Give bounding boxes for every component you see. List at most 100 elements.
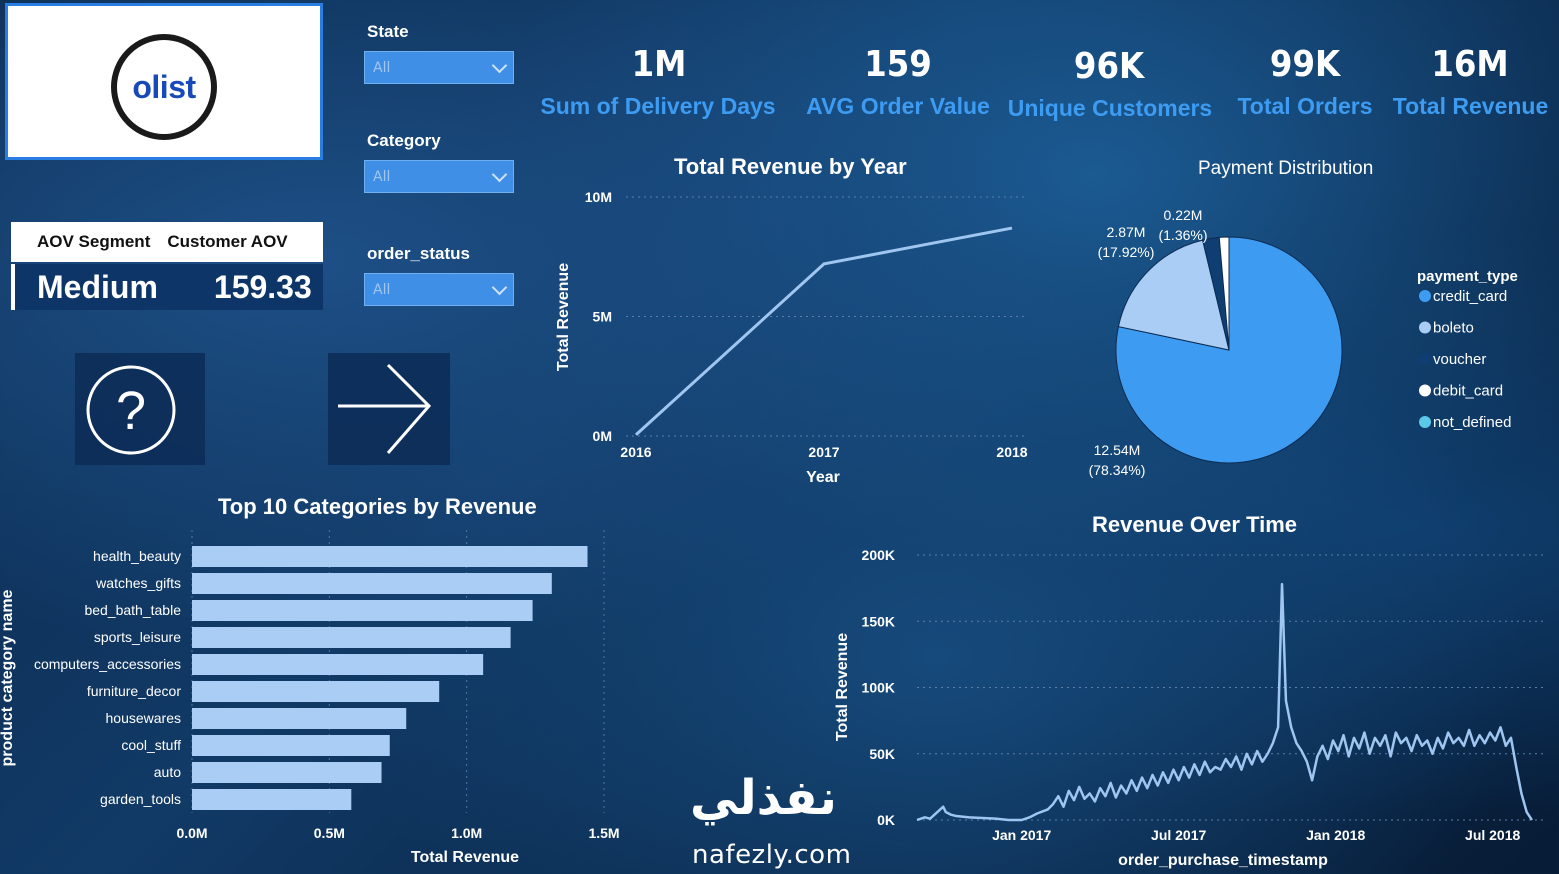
question-circle-icon: ?: [86, 365, 176, 455]
category-label: health_beauty: [93, 548, 181, 564]
category-label: watches_gifts: [95, 575, 181, 591]
order-status-filter-label: order_status: [367, 244, 470, 263]
category-label: bed_bath_table: [84, 602, 181, 618]
bar-computers_accessories: [192, 654, 484, 675]
y-tick-label: 50K: [869, 746, 895, 762]
x-tick-label: Jul 2017: [1151, 827, 1206, 843]
x-tick-label: 0.0M: [176, 825, 207, 841]
aov-table-row: Medium 159.33: [11, 264, 323, 310]
kpi-avg-order-value: 159: [864, 44, 932, 85]
top-categories-chart: 0.0M0.5M1.0M1.5M2.0Mhealth_beautywatches…: [0, 530, 620, 866]
olist-logo: olist: [111, 34, 217, 140]
y-axis-label: product category name: [0, 589, 16, 766]
watermark-url: nafezly.com: [692, 840, 852, 870]
category-label: auto: [154, 764, 181, 780]
legend-item-debit_card: debit_card: [1433, 383, 1503, 400]
category-filter-value: All: [373, 168, 391, 185]
revenue-line: [634, 226, 1013, 436]
pie-value-label: 2.87M: [1107, 224, 1146, 240]
kpi-total-orders-label: Total Orders: [1237, 93, 1373, 119]
bar-health_beauty: [192, 546, 588, 567]
bar-sports_leisure: [192, 627, 511, 648]
kpi-total-revenue-label: Total Revenue: [1392, 93, 1549, 119]
chevron-down-icon: [491, 279, 508, 295]
legend-item-not_defined: not_defined: [1433, 414, 1511, 431]
x-tick-label: 1.5M: [588, 825, 619, 841]
payment-distribution-title: Payment Distribution: [1198, 158, 1374, 179]
pie-value-label: 12.54M: [1094, 442, 1141, 458]
y-tick-label: 200K: [862, 547, 895, 563]
x-tick-label: 1.0M: [451, 825, 482, 841]
aov-segment-header: AOV Segment: [37, 232, 151, 251]
next-page-button[interactable]: [328, 353, 450, 465]
bar-bed_bath_table: [192, 600, 533, 621]
x-tick-label: Jan 2018: [1306, 827, 1365, 843]
pie-percent-label: (17.92%): [1098, 244, 1155, 260]
legend-marker-boleto: [1419, 321, 1431, 334]
x-axis-label: Total Revenue: [411, 849, 519, 866]
revenue-series-line: [916, 582, 1533, 822]
pie-slice-debit_card: [1218, 236, 1230, 351]
category-filter-dropdown[interactable]: All: [364, 160, 514, 193]
y-tick-label: 5M: [593, 309, 612, 325]
customer-aov-header: Customer AOV: [167, 232, 288, 251]
pie-percent-label: (1.36%): [1158, 227, 1207, 243]
state-filter-value: All: [373, 59, 391, 76]
logo-card: olist: [5, 3, 323, 160]
legend-item-boleto: boleto: [1433, 320, 1474, 337]
y-tick-label: 150K: [862, 613, 895, 629]
legend-item-credit_card: credit_card: [1433, 288, 1507, 305]
bar-furniture_decor: [192, 681, 440, 702]
x-tick-label: 2016: [620, 444, 651, 460]
watermark-arabic: نفذلي: [690, 770, 837, 826]
payment-distribution-chart: 12.54M (78.34%) 2.87M (17.92%) 0.22M (1.36%) p…: [1089, 207, 1518, 478]
kpi-delivery-days-label: Sum of Delivery Days: [540, 93, 776, 119]
x-axis-label: order_purchase_timestamp: [1118, 852, 1328, 869]
revenue-over-time-title: Revenue Over Time: [1092, 512, 1298, 537]
kpi-total-orders-value: 99K: [1269, 44, 1341, 85]
logo-text: olist: [132, 68, 196, 105]
legend-marker-credit_card: [1419, 290, 1431, 302]
aov-table-header: AOV Segment Customer AOV: [11, 222, 323, 262]
pie-slice-boleto: [1117, 239, 1230, 351]
revenue-over-time-chart: 0K 50K 100K 150K 200K Jan 2017 Jul 2017 Jan 201…: [834, 547, 1545, 869]
top-categories-title: Top 10 Categories by Revenue: [218, 494, 537, 519]
pie-value-label: 0.22M: [1164, 207, 1203, 223]
bar-cool_stuff: [192, 735, 390, 756]
category-label: cool_stuff: [121, 737, 181, 753]
revenue-by-year-title: Total Revenue by Year: [674, 154, 907, 179]
x-tick-label: 2018: [996, 444, 1027, 460]
kpi-unique-customers-value: 96K: [1073, 46, 1145, 87]
y-axis-label: Total Revenue: [555, 263, 572, 371]
legend-item-voucher: voucher: [1433, 351, 1486, 368]
chevron-down-icon: [491, 57, 508, 73]
kpi-total-revenue-value: 16M: [1431, 44, 1509, 85]
revenue-by-year-chart: 0M 5M 10M 2016 2017 2018 Year Total Revenue: [555, 189, 1028, 486]
y-tick-label: 100K: [862, 680, 895, 696]
bar-garden_tools: [192, 789, 352, 810]
chevron-down-icon: [491, 166, 508, 182]
y-axis-label: Total Revenue: [834, 633, 851, 741]
help-button[interactable]: ?: [75, 353, 205, 465]
kpi-avg-order-label: AVG Order Value: [806, 93, 990, 119]
kpi-delivery-days-value: 1M: [631, 44, 687, 85]
x-axis-label: Year: [806, 469, 840, 486]
category-label: furniture_decor: [87, 683, 182, 699]
svg-text:?: ?: [116, 381, 146, 441]
order-status-filter-dropdown[interactable]: All: [364, 273, 514, 306]
category-label: housewares: [106, 710, 182, 726]
legend-marker-voucher: [1419, 353, 1431, 365]
pie-percent-label: (78.34%): [1089, 462, 1146, 478]
x-tick-label: 2017: [808, 444, 839, 460]
arrow-right-icon: [338, 363, 432, 454]
state-filter-label: State: [367, 22, 409, 41]
x-tick-label: 0.5M: [314, 825, 345, 841]
legend-title: payment_type: [1417, 268, 1518, 285]
y-tick-label: 0M: [593, 428, 612, 444]
state-filter-dropdown[interactable]: All: [364, 51, 514, 84]
order-status-filter-value: All: [373, 281, 391, 298]
customer-aov-value: 159.33: [213, 268, 312, 305]
x-tick-label: Jul 2018: [1465, 827, 1520, 843]
category-label: sports_leisure: [94, 629, 181, 645]
kpi-unique-customers-label: Unique Customers: [1007, 95, 1213, 121]
